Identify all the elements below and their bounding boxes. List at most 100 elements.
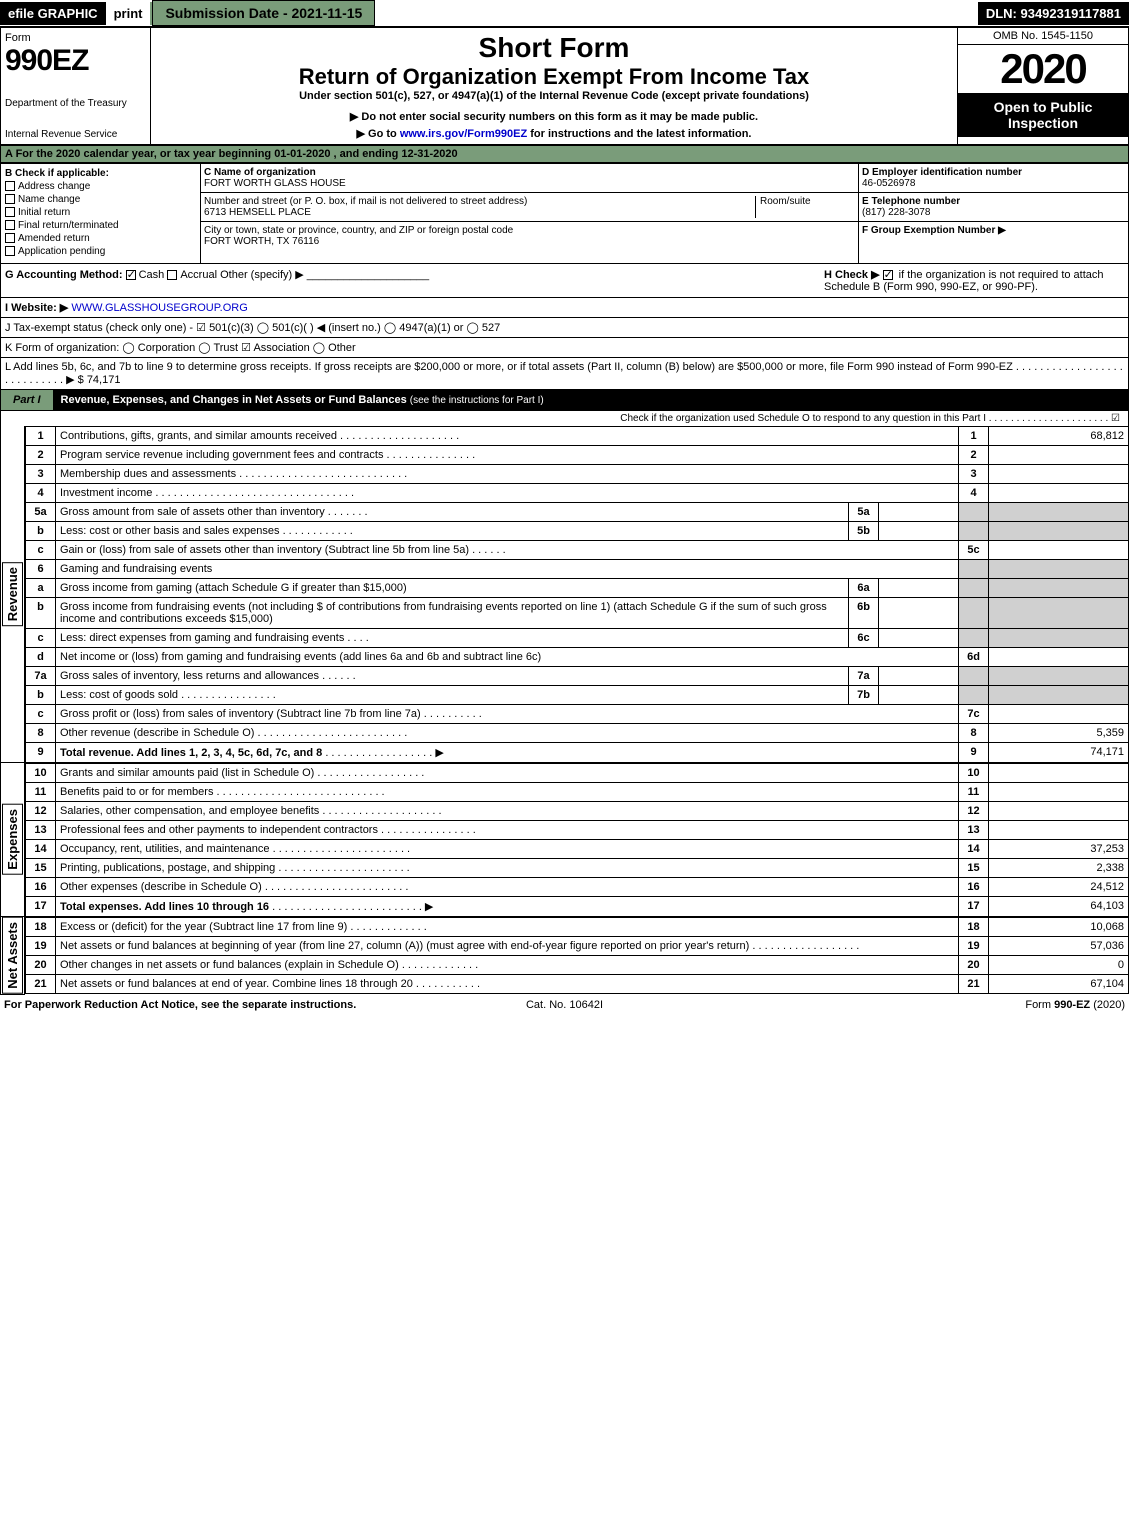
omb-number: OMB No. 1545-1150 <box>958 28 1128 45</box>
revenue-vlabel: Revenue <box>2 562 23 626</box>
netassets-vlabel: Net Assets <box>2 917 23 994</box>
under-section: Under section 501(c), 527, or 4947(a)(1)… <box>155 90 953 102</box>
chk-h[interactable] <box>883 270 893 280</box>
line-6d: dNet income or (loss) from gaming and fu… <box>26 648 1129 667</box>
chk-application-pending[interactable]: Application pending <box>5 246 196 257</box>
line-7a: 7aGross sales of inventory, less returns… <box>26 667 1129 686</box>
footer-right: Form 990-EZ (2020) <box>751 999 1125 1011</box>
line-6: 6Gaming and fundraising events <box>26 560 1129 579</box>
line-12: 12Salaries, other compensation, and empl… <box>26 802 1129 821</box>
line-13: 13Professional fees and other payments t… <box>26 821 1129 840</box>
line-17: 17Total expenses. Add lines 10 through 1… <box>26 897 1129 917</box>
e-tel-label: E Telephone number <box>862 196 1125 207</box>
irs-label: Internal Revenue Service <box>5 129 146 140</box>
section-c: C Name of organization FORT WORTH GLASS … <box>201 164 858 263</box>
g-label: G Accounting Method: <box>5 269 123 281</box>
line-3: 3Membership dues and assessments . . . .… <box>26 465 1129 484</box>
goto-instructions: ▶ Go to www.irs.gov/Form990EZ for instru… <box>155 127 953 140</box>
g-other: Other (specify) ▶ <box>220 269 304 281</box>
line-19: 19Net assets or fund balances at beginni… <box>26 937 1129 956</box>
line-9: 9Total revenue. Add lines 1, 2, 3, 4, 5c… <box>26 743 1129 763</box>
netassets-table: 18Excess or (deficit) for the year (Subt… <box>25 917 1129 994</box>
do-not-enter: ▶ Do not enter social security numbers o… <box>155 110 953 123</box>
form-number: 990EZ <box>5 44 146 78</box>
row-j-tax-status: J Tax-exempt status (check only one) - ☑… <box>0 318 1129 338</box>
c-city: FORT WORTH, TX 76116 <box>204 236 855 247</box>
form-header: Form 990EZ Department of the Treasury In… <box>0 27 1129 145</box>
line-5c: cGain or (loss) from sale of assets othe… <box>26 541 1129 560</box>
chk-cash[interactable] <box>126 270 136 280</box>
page-footer: For Paperwork Reduction Act Notice, see … <box>0 995 1129 1015</box>
line-5a: 5aGross amount from sale of assets other… <box>26 503 1129 522</box>
chk-address-change[interactable]: Address change <box>5 181 196 192</box>
submission-date: Submission Date - 2021-11-15 <box>152 0 375 26</box>
h-check: H Check ▶ if the organization is not req… <box>824 268 1124 293</box>
row-g-h: G Accounting Method: Cash Accrual Other … <box>0 264 1129 298</box>
dln-label: DLN: 93492319117881 <box>978 2 1129 25</box>
return-title: Return of Organization Exempt From Incom… <box>155 64 953 90</box>
revenue-section: Revenue 1Contributions, gifts, grants, a… <box>0 426 1129 763</box>
irs-link[interactable]: www.irs.gov/Form990EZ <box>400 128 527 140</box>
section-d: D Employer identification number 46-0526… <box>858 164 1128 263</box>
c-name-label: C Name of organization <box>204 167 855 178</box>
tax-year: 2020 <box>958 45 1128 93</box>
chk-accrual[interactable] <box>167 270 177 280</box>
row-k-org-form: K Form of organization: ◯ Corporation ◯ … <box>0 338 1129 358</box>
line-6a: aGross income from gaming (attach Schedu… <box>26 579 1129 598</box>
part1-check: Check if the organization used Schedule … <box>0 411 1129 426</box>
netassets-section: Net Assets 18Excess or (deficit) for the… <box>0 917 1129 995</box>
footer-left: For Paperwork Reduction Act Notice, see … <box>4 999 378 1011</box>
chk-initial-return[interactable]: Initial return <box>5 207 196 218</box>
short-form-title: Short Form <box>155 32 953 64</box>
section-b-title: B Check if applicable: <box>5 168 196 179</box>
efile-label: efile GRAPHIC <box>0 2 106 25</box>
line-20: 20Other changes in net assets or fund ba… <box>26 956 1129 975</box>
line-4: 4Investment income . . . . . . . . . . .… <box>26 484 1129 503</box>
line-2: 2Program service revenue including gover… <box>26 446 1129 465</box>
g-accounting: G Accounting Method: Cash Accrual Other … <box>5 268 824 293</box>
line-8: 8Other revenue (describe in Schedule O) … <box>26 724 1129 743</box>
expenses-table: 10Grants and similar amounts paid (list … <box>25 763 1129 917</box>
chk-amended-return[interactable]: Amended return <box>5 233 196 244</box>
department-label: Department of the Treasury <box>5 98 146 109</box>
c-addr: 6713 HEMSELL PLACE <box>204 207 755 218</box>
chk-final-return[interactable]: Final return/terminated <box>5 220 196 231</box>
chk-name-change[interactable]: Name change <box>5 194 196 205</box>
line-18: 18Excess or (deficit) for the year (Subt… <box>26 918 1129 937</box>
footer-center: Cat. No. 10642I <box>378 999 752 1011</box>
form-word: Form <box>5 32 146 44</box>
expenses-vlabel: Expenses <box>2 804 23 875</box>
part1-header: Part I Revenue, Expenses, and Changes in… <box>0 389 1129 411</box>
line-6b: bGross income from fundraising events (n… <box>26 598 1129 629</box>
top-bar: efile GRAPHIC print Submission Date - 20… <box>0 0 1129 27</box>
line-16: 16Other expenses (describe in Schedule O… <box>26 878 1129 897</box>
f-group-label: F Group Exemption Number ▶ <box>862 225 1125 236</box>
line-6c: cLess: direct expenses from gaming and f… <box>26 629 1129 648</box>
line-11: 11Benefits paid to or for members . . . … <box>26 783 1129 802</box>
row-l-gross-receipts: L Add lines 5b, 6c, and 7b to line 9 to … <box>0 358 1129 389</box>
header-right: OMB No. 1545-1150 2020 Open to Public In… <box>958 28 1128 144</box>
revenue-table: 1Contributions, gifts, grants, and simil… <box>25 426 1129 763</box>
d-ein-label: D Employer identification number <box>862 167 1125 178</box>
line-7c: cGross profit or (loss) from sales of in… <box>26 705 1129 724</box>
c-room-label: Room/suite <box>755 196 855 218</box>
c-org-name: FORT WORTH GLASS HOUSE <box>204 178 855 189</box>
c-city-label: City or town, state or province, country… <box>204 225 855 236</box>
website-link[interactable]: WWW.GLASSHOUSEGROUP.ORG <box>71 302 247 314</box>
part1-title: Revenue, Expenses, and Changes in Net As… <box>53 390 1128 410</box>
line-10: 10Grants and similar amounts paid (list … <box>26 764 1129 783</box>
part1-tab: Part I <box>1 390 53 410</box>
e-tel: (817) 228-3078 <box>862 207 1125 218</box>
line-21: 21Net assets or fund balances at end of … <box>26 975 1129 994</box>
line-14: 14Occupancy, rent, utilities, and mainte… <box>26 840 1129 859</box>
h-label: H Check ▶ <box>824 269 880 281</box>
i-label: I Website: ▶ <box>5 302 68 314</box>
expenses-section: Expenses 10Grants and similar amounts pa… <box>0 763 1129 917</box>
row-a-tax-year: A For the 2020 calendar year, or tax yea… <box>0 145 1129 163</box>
line-5b: bLess: cost or other basis and sales exp… <box>26 522 1129 541</box>
section-bcd: B Check if applicable: Address change Na… <box>0 163 1129 264</box>
section-b: B Check if applicable: Address change Na… <box>1 164 201 263</box>
print-button[interactable]: print <box>106 2 153 25</box>
d-ein: 46-0526978 <box>862 178 1125 189</box>
row-i-website: I Website: ▶ WWW.GLASSHOUSEGROUP.ORG <box>0 298 1129 318</box>
